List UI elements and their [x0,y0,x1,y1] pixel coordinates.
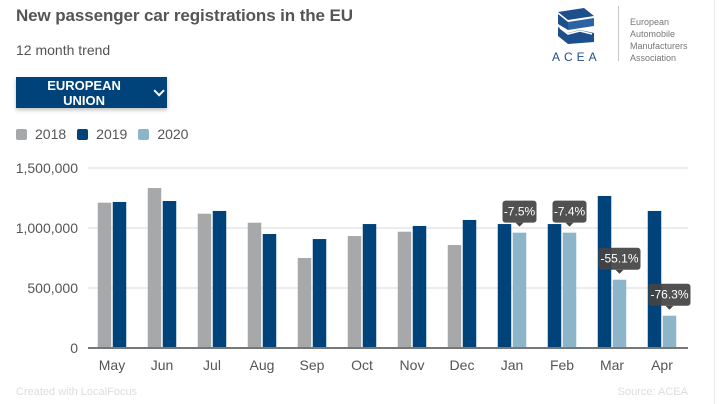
x-tick-label: Jan [501,357,524,373]
bar-oct-2018[interactable] [347,236,362,348]
annotation-mar: -55.1% [598,247,641,274]
y-tick-label: 1,000,000 [16,220,78,236]
logo-acronym: ACEA [552,50,601,64]
annotation-box [598,247,641,270]
x-tick-label: Dec [450,357,475,373]
region-dropdown[interactable]: EUROPEAN UNION [16,77,167,108]
footer-source: Source: ACEA [617,386,688,398]
footer-credit: Created with LocalFocus [16,386,138,398]
bar-jul-2019[interactable] [212,210,227,348]
legend-label-2020: 2020 [157,126,189,142]
x-tick-label: Jul [203,357,221,373]
bar-feb-2020[interactable] [562,232,577,348]
annotation-pointer [515,222,524,227]
logo-line: Automobile [630,29,676,39]
bar-jan-2020[interactable] [512,232,527,348]
bar-nov-2018[interactable] [397,231,412,348]
legend-swatch-2018 [16,128,27,140]
acea-cube-icon [558,8,594,44]
annotation-label: -55.1% [600,252,638,266]
bar-dec-2018[interactable] [447,245,462,348]
legend-item-2018[interactable]: 2018 [16,126,66,142]
annotation-pointer [665,305,674,310]
annotation-label: -76.3% [650,288,688,302]
y-tick-label: 0 [70,340,78,356]
bar-jun-2019[interactable] [162,201,177,348]
region-dropdown-label: EUROPEAN UNION [47,77,121,108]
x-tick-label: Jun [151,357,174,373]
bar-chart: 0 500,000 1,000,000 1,500,000 May Jun Jul Aug Se… [16,160,691,373]
legend-label-2019: 2019 [96,126,128,142]
bar-oct-2019[interactable] [362,224,377,348]
annotation-pointer [565,222,574,227]
annotation-label: -7.5% [504,205,536,219]
legend-label-2018: 2018 [35,126,67,142]
y-tick-label: 500,000 [27,280,78,296]
annotation-label: -7.4% [554,205,586,219]
bar-mar-2020[interactable] [612,279,627,348]
chart-subtitle: 12 month trend [16,42,111,58]
annotation-apr: -76.3% [648,283,691,310]
right-border [714,0,715,404]
annotation-box [648,283,691,306]
x-tick-label: Apr [651,357,673,373]
bar-nov-2019[interactable] [412,225,427,348]
annotation-feb: -7.4% [552,200,587,227]
bar-jan-2019[interactable] [497,224,512,348]
logo-divider [618,6,619,61]
bar-apr-2019[interactable] [647,210,662,348]
bar-sep-2019[interactable] [312,239,327,348]
logo-line: Association [630,53,677,63]
annotation-jan: -7.5% [502,200,537,227]
legend-item-2019[interactable]: 2019 [77,126,127,142]
legend-swatch-2020 [138,128,150,140]
bar-dec-2019[interactable] [462,219,477,348]
legend-swatch-2019 [77,128,89,140]
x-tick-label: Feb [550,357,574,373]
annotation-box [502,200,537,223]
x-tick-label: Sep [300,357,325,373]
bar-aug-2018[interactable] [247,222,262,348]
x-tick-label: Oct [351,357,373,373]
bar-jun-2018[interactable] [147,188,162,348]
annotation-box [552,200,587,223]
bar-mar-2019[interactable] [597,195,612,348]
logo-org-name: European Automobile Manufacturers Associ… [630,16,688,64]
bar-feb-2019[interactable] [547,224,562,348]
x-tick-label: Aug [250,357,275,373]
bar-may-2019[interactable] [112,201,127,348]
acea-logo: ACEA European Automobile Manufacturers A… [552,6,721,66]
bar-apr-2020[interactable] [662,315,677,348]
bar-sep-2018[interactable] [297,258,312,348]
logo-line: European [630,17,670,27]
chevron-down-icon [153,84,165,97]
legend: 2018 2019 2020 [16,126,199,142]
y-tick-label: 1,500,000 [16,160,78,176]
bar-jul-2018[interactable] [197,213,212,348]
x-tick-label: May [99,357,125,373]
logo-line: Manufacturers [630,41,688,51]
bar-may-2018[interactable] [97,202,112,348]
x-tick-label: Mar [600,357,624,373]
x-tick-label: Nov [400,357,425,373]
annotation-pointer [615,269,624,274]
bar-aug-2019[interactable] [262,234,277,348]
legend-item-2020[interactable]: 2020 [138,126,188,142]
chart-title: New passenger car registrations in the E… [16,6,353,25]
